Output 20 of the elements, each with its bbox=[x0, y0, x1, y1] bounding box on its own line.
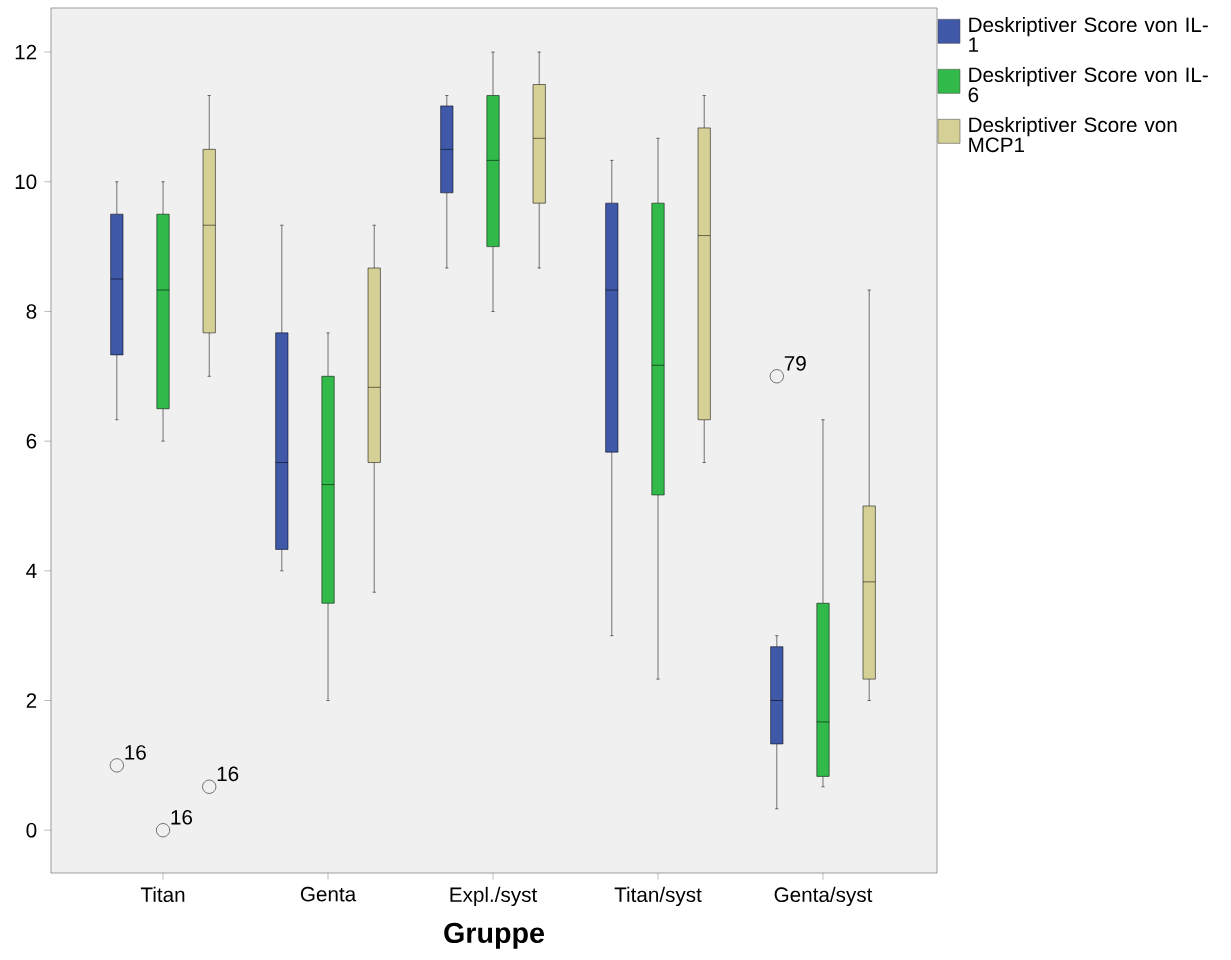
x-tick-label: Titan/syst bbox=[614, 886, 702, 907]
legend-label: Deskriptiver Score von IL-6 bbox=[968, 66, 1208, 103]
legend-label: Deskriptiver Score von MCP1 bbox=[969, 116, 1177, 153]
annotation: 79 bbox=[784, 356, 806, 371]
annotation: 16 bbox=[125, 745, 146, 760]
y-tick-label: 2 bbox=[26, 693, 37, 708]
y-tick-label: 10 bbox=[15, 174, 37, 190]
annotation: 16 bbox=[217, 766, 239, 782]
x-tick-label: Genta bbox=[300, 886, 357, 902]
x-axis-title: Gruppe bbox=[444, 922, 545, 949]
x-tick-label: Expl./syst bbox=[450, 886, 538, 907]
y-tick-label: 6 bbox=[26, 433, 37, 449]
y-tick-label: 12 bbox=[15, 44, 37, 60]
y-tick-label: 8 bbox=[26, 304, 37, 319]
annotation: 16 bbox=[171, 809, 193, 825]
legend-label: Deskriptiver Score von IL-1 bbox=[969, 16, 1208, 52]
y-tick-label: 4 bbox=[26, 563, 37, 578]
x-tick-label: Titan bbox=[140, 886, 185, 903]
x-tick-label: Genta/syst bbox=[774, 886, 873, 907]
y-tick-label: 0 bbox=[26, 822, 37, 838]
